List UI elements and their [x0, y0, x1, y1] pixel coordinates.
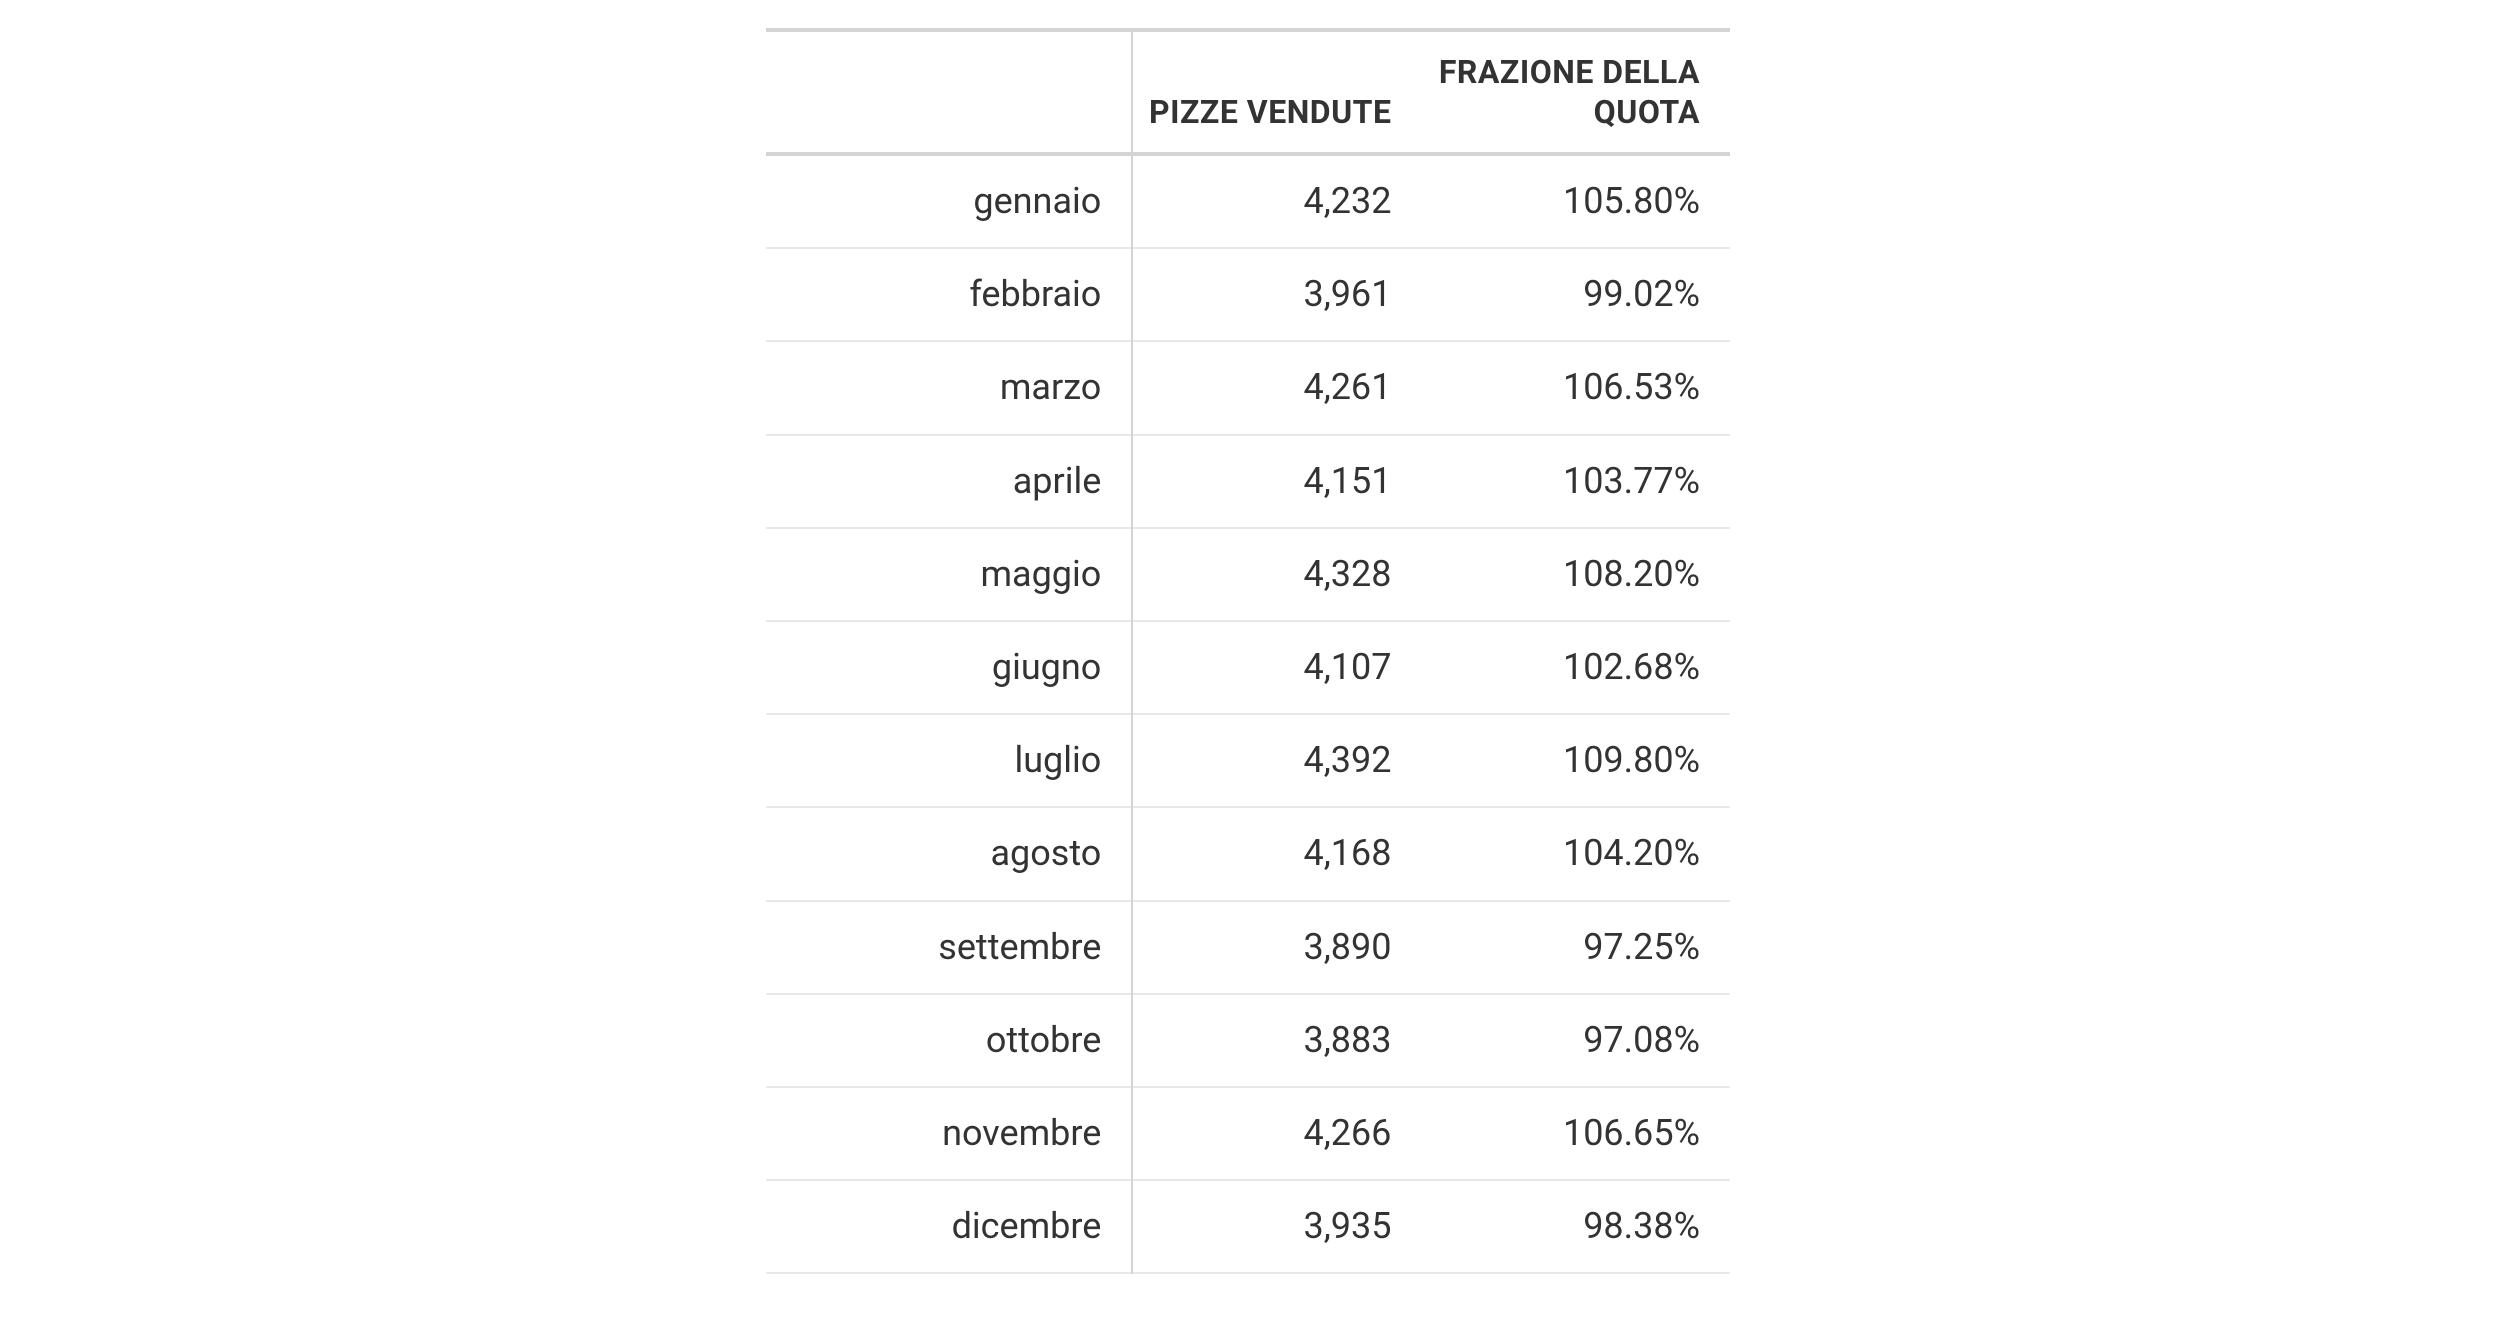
cell-month: giugno — [766, 621, 1132, 714]
cell-pizzas-sold: 3,890 — [1132, 901, 1421, 994]
cell-pizzas-sold: 4,261 — [1132, 341, 1421, 434]
cell-quota-fraction: 103.77% — [1422, 435, 1731, 528]
cell-month: novembre — [766, 1087, 1132, 1180]
table-header-row: PIZZE VENDUTE FRAZIONE DELLA QUOTA — [766, 30, 1730, 154]
cell-quota-fraction: 109.80% — [1422, 714, 1731, 807]
cell-month: ottobre — [766, 994, 1132, 1087]
table-row: giugno4,107102.68% — [766, 621, 1730, 714]
table-row: agosto4,168104.20% — [766, 807, 1730, 900]
cell-month: settembre — [766, 901, 1132, 994]
header-quota-fraction: FRAZIONE DELLA QUOTA — [1422, 30, 1731, 154]
cell-quota-fraction: 102.68% — [1422, 621, 1731, 714]
table-row: dicembre3,93598.38% — [766, 1180, 1730, 1273]
cell-month: gennaio — [766, 154, 1132, 248]
cell-quota-fraction: 105.80% — [1422, 154, 1731, 248]
cell-pizzas-sold: 4,232 — [1132, 154, 1421, 248]
table-row: gennaio4,232105.80% — [766, 154, 1730, 248]
cell-pizzas-sold: 3,961 — [1132, 248, 1421, 341]
table-row: settembre3,89097.25% — [766, 901, 1730, 994]
cell-pizzas-sold: 3,935 — [1132, 1180, 1421, 1273]
cell-quota-fraction: 108.20% — [1422, 528, 1731, 621]
pizza-sales-table-container: PIZZE VENDUTE FRAZIONE DELLA QUOTA genna… — [766, 28, 1730, 1274]
cell-month: dicembre — [766, 1180, 1132, 1273]
table-row: marzo4,261106.53% — [766, 341, 1730, 434]
table-row: febbraio3,96199.02% — [766, 248, 1730, 341]
cell-quota-fraction: 106.65% — [1422, 1087, 1731, 1180]
cell-pizzas-sold: 4,392 — [1132, 714, 1421, 807]
cell-pizzas-sold: 3,883 — [1132, 994, 1421, 1087]
table-body: gennaio4,232105.80%febbraio3,96199.02%ma… — [766, 154, 1730, 1273]
cell-pizzas-sold: 4,328 — [1132, 528, 1421, 621]
cell-month: agosto — [766, 807, 1132, 900]
cell-quota-fraction: 98.38% — [1422, 1180, 1731, 1273]
cell-month: maggio — [766, 528, 1132, 621]
cell-month: luglio — [766, 714, 1132, 807]
cell-quota-fraction: 106.53% — [1422, 341, 1731, 434]
table-row: novembre4,266106.65% — [766, 1087, 1730, 1180]
cell-quota-fraction: 97.25% — [1422, 901, 1731, 994]
cell-pizzas-sold: 4,151 — [1132, 435, 1421, 528]
table-header: PIZZE VENDUTE FRAZIONE DELLA QUOTA — [766, 30, 1730, 154]
cell-month: aprile — [766, 435, 1132, 528]
header-pizzas-sold: PIZZE VENDUTE — [1132, 30, 1421, 154]
table-row: luglio4,392109.80% — [766, 714, 1730, 807]
cell-month: marzo — [766, 341, 1132, 434]
cell-pizzas-sold: 4,168 — [1132, 807, 1421, 900]
header-month — [766, 30, 1132, 154]
cell-pizzas-sold: 4,107 — [1132, 621, 1421, 714]
cell-month: febbraio — [766, 248, 1132, 341]
table-row: ottobre3,88397.08% — [766, 994, 1730, 1087]
table-row: aprile4,151103.77% — [766, 435, 1730, 528]
pizza-sales-table: PIZZE VENDUTE FRAZIONE DELLA QUOTA genna… — [766, 28, 1730, 1274]
table-row: maggio4,328108.20% — [766, 528, 1730, 621]
cell-quota-fraction: 99.02% — [1422, 248, 1731, 341]
cell-quota-fraction: 97.08% — [1422, 994, 1731, 1087]
cell-quota-fraction: 104.20% — [1422, 807, 1731, 900]
cell-pizzas-sold: 4,266 — [1132, 1087, 1421, 1180]
